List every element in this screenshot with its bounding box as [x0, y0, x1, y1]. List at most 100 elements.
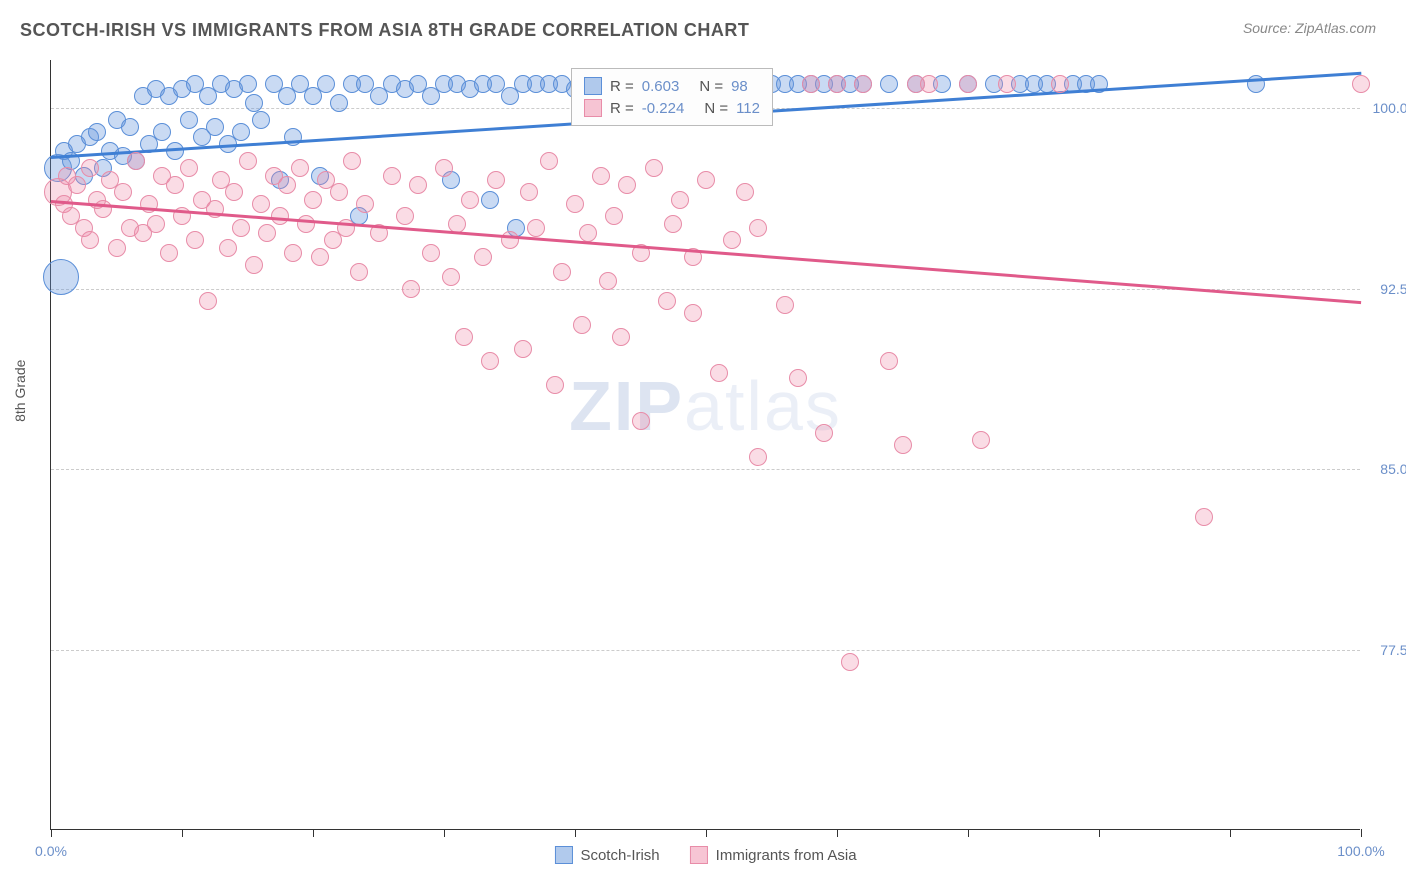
data-point — [127, 152, 145, 170]
data-point — [546, 376, 564, 394]
data-point — [553, 263, 571, 281]
data-point — [219, 239, 237, 257]
data-point — [180, 159, 198, 177]
data-point — [442, 268, 460, 286]
data-point — [461, 191, 479, 209]
data-point — [684, 304, 702, 322]
data-point — [291, 159, 309, 177]
data-point — [166, 142, 184, 160]
data-point — [284, 244, 302, 262]
data-point — [605, 207, 623, 225]
data-point — [356, 195, 374, 213]
x-tick — [444, 829, 445, 837]
y-axis-label: 8th Grade — [12, 360, 28, 422]
x-tick — [51, 829, 52, 837]
data-point — [232, 219, 250, 237]
data-point — [645, 159, 663, 177]
trend-line — [51, 200, 1361, 304]
legend-item: Immigrants from Asia — [690, 846, 857, 864]
data-point — [527, 219, 545, 237]
data-point — [854, 75, 872, 93]
data-point — [409, 176, 427, 194]
data-point — [710, 364, 728, 382]
data-point — [304, 191, 322, 209]
legend-swatch — [690, 846, 708, 864]
data-point — [880, 352, 898, 370]
data-point — [540, 152, 558, 170]
data-point — [998, 75, 1016, 93]
data-point — [140, 195, 158, 213]
data-point — [258, 224, 276, 242]
data-point — [422, 244, 440, 262]
data-point — [206, 118, 224, 136]
data-point — [612, 328, 630, 346]
data-point — [894, 436, 912, 454]
data-point — [108, 239, 126, 257]
header: SCOTCH-IRISH VS IMMIGRANTS FROM ASIA 8TH… — [0, 0, 1406, 51]
data-point — [789, 369, 807, 387]
data-point — [776, 296, 794, 314]
data-point — [815, 424, 833, 442]
legend-n-value: 112 — [736, 100, 760, 117]
data-point — [880, 75, 898, 93]
grid-line — [51, 289, 1360, 290]
data-point — [658, 292, 676, 310]
data-point — [455, 328, 473, 346]
data-point — [311, 248, 329, 266]
data-point — [166, 176, 184, 194]
data-point — [186, 231, 204, 249]
legend-swatch — [584, 99, 602, 117]
grid-line — [51, 469, 1360, 470]
data-point — [664, 215, 682, 233]
legend-swatch — [584, 77, 602, 95]
data-point — [225, 183, 243, 201]
data-point — [68, 176, 86, 194]
y-tick-label: 92.5% — [1380, 281, 1406, 297]
chart-title: SCOTCH-IRISH VS IMMIGRANTS FROM ASIA 8TH… — [20, 20, 749, 41]
data-point — [520, 183, 538, 201]
data-point — [618, 176, 636, 194]
data-point — [343, 152, 361, 170]
data-point — [239, 75, 257, 93]
data-point — [278, 176, 296, 194]
legend-r-value: -0.224 — [642, 100, 685, 117]
data-point — [383, 167, 401, 185]
legend-swatch — [554, 846, 572, 864]
legend-n-value: 98 — [731, 78, 748, 95]
legend-row: R = 0.603 N = 98 — [584, 75, 760, 97]
legend-n-label: N = — [699, 78, 723, 95]
data-point — [43, 259, 79, 295]
legend-r-label: R = — [610, 78, 634, 95]
data-point — [736, 183, 754, 201]
data-point — [599, 272, 617, 290]
legend-r-label: R = — [610, 100, 634, 117]
grid-line — [51, 650, 1360, 651]
data-point — [180, 111, 198, 129]
data-point — [402, 280, 420, 298]
series-legend: Scotch-Irish Immigrants from Asia — [554, 846, 856, 864]
data-point — [474, 248, 492, 266]
data-point — [697, 171, 715, 189]
data-point — [147, 215, 165, 233]
data-point — [252, 111, 270, 129]
x-tick — [313, 829, 314, 837]
data-point — [239, 152, 257, 170]
x-tick — [1230, 829, 1231, 837]
data-point — [579, 224, 597, 242]
data-point — [153, 123, 171, 141]
data-point — [297, 215, 315, 233]
chart-container: ZIPatlas 77.5%85.0%92.5%100.0%0.0%100.0%… — [50, 60, 1360, 830]
data-point — [802, 75, 820, 93]
legend-item: Scotch-Irish — [554, 846, 659, 864]
y-tick-label: 77.5% — [1380, 642, 1406, 658]
data-point — [245, 94, 263, 112]
correlation-legend: R =0.603N =98R =-0.224N =112 — [571, 68, 773, 126]
data-point — [1352, 75, 1370, 93]
legend-label: Scotch-Irish — [580, 847, 659, 864]
data-point — [330, 94, 348, 112]
data-point — [481, 191, 499, 209]
legend-row: R =-0.224N =112 — [584, 97, 760, 119]
legend-r-value: 0.603 — [642, 78, 680, 95]
data-point — [749, 219, 767, 237]
data-point — [317, 75, 335, 93]
